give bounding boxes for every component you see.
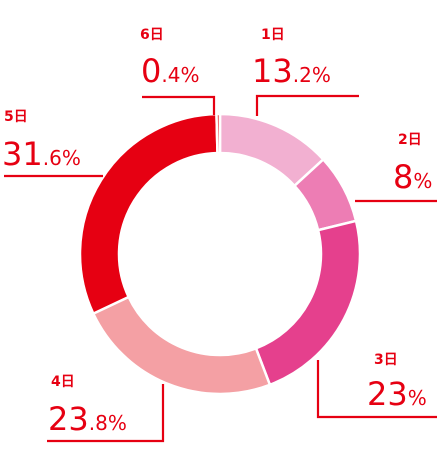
leader-line-3 (316, 360, 437, 419)
slice-label-5-value: 31.6% (2, 135, 81, 173)
slice-label-2-value: 8% (393, 158, 432, 196)
slice-label-2-day: 2日 (398, 132, 422, 148)
slices-group (78, 112, 362, 396)
leader-line-4 (47, 384, 165, 443)
slice-4 (91, 295, 272, 396)
leader-line-1 (255, 94, 359, 116)
slice-label-3-day: 3日 (374, 352, 398, 368)
slice-3 (254, 219, 362, 387)
slice-5 (78, 112, 219, 316)
slice-label-6-day: 6日 (140, 27, 164, 43)
slice-label-4-day: 4日 (51, 374, 75, 390)
slice-label-6-value: 0.4% (141, 52, 199, 90)
slice-label-1-day: 1日 (261, 27, 285, 43)
leader-line-6 (142, 95, 216, 115)
slice-label-4-value: 23.8% (48, 400, 127, 438)
slice-labels: 6日 0.4% 1日 13.2% 2日 8% 3日 23% 4日 23.8% 5… (2, 27, 432, 438)
slice-6 (215, 112, 222, 155)
slice-label-1-value: 13.2% (252, 52, 331, 90)
slice-label-5-day: 5日 (4, 109, 28, 125)
slice-label-3-value: 23% (367, 375, 427, 413)
leader-lines (4, 94, 437, 443)
